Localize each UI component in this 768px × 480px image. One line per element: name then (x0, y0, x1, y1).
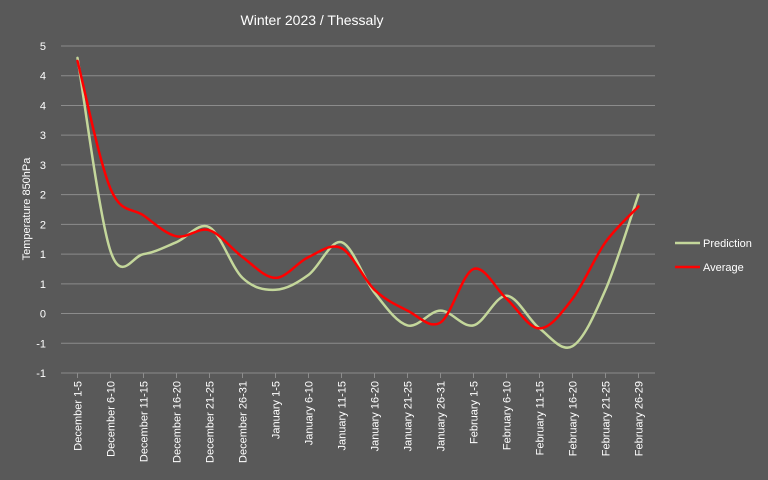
y-tick-label: 4 (40, 71, 46, 83)
legend-label: Prediction (703, 238, 752, 250)
y-tick-label: 1 (40, 279, 46, 291)
y-tick-label: 4 (40, 100, 46, 112)
gridlines (61, 45, 655, 374)
x-tick-label: January 26-31 (436, 381, 448, 451)
series-group (76, 56, 640, 349)
y-tick-label: 1 (40, 249, 46, 261)
y-tick-label: 3 (40, 160, 46, 172)
y-axis-ticks: -1 -1 0 1 1 2 2 3 3 4 4 5 (36, 41, 46, 380)
x-tick-label: January 6-10 (304, 381, 316, 445)
x-axis-ticks: December 1-5 December 6-10 December 11-15 D… (73, 373, 646, 463)
x-tick-label: December 11-15 (139, 381, 151, 462)
y-axis-title: Temperature 850hPa (21, 157, 33, 261)
x-tick-label: February 16-20 (568, 381, 580, 456)
y-tick-label: 5 (40, 41, 46, 53)
y-tick-label: 0 (40, 309, 46, 321)
x-tick-label: December 21-25 (205, 381, 217, 463)
x-tick-label: February 6-10 (502, 381, 514, 450)
y-tick-label: 2 (40, 190, 46, 202)
y-tick-label: 2 (40, 219, 46, 231)
legend-label: Average (703, 262, 744, 274)
x-tick-label: December 16-20 (172, 381, 184, 463)
y-tick-label: 3 (40, 130, 46, 142)
series-line-prediction (76, 56, 640, 349)
x-tick-label: December 26-31 (238, 381, 250, 463)
series-line-average (76, 59, 640, 330)
x-tick-label: January 1-5 (271, 381, 283, 439)
x-tick-label: February 26-29 (634, 381, 646, 456)
y-tick-label: -1 (36, 338, 46, 350)
x-tick-label: February 21-25 (601, 381, 613, 456)
chart-title: Winter 2023 / Thessaly (241, 12, 384, 28)
x-tick-label: February 1-5 (469, 381, 481, 444)
x-tick-label: January 16-20 (370, 381, 382, 451)
legend: Prediction Average (675, 238, 752, 274)
x-tick-label: December 6-10 (106, 381, 118, 457)
x-tick-label: January 11-15 (337, 381, 349, 451)
x-tick-label: January 21-25 (403, 381, 415, 451)
y-tick-label: -1 (36, 368, 46, 380)
x-tick-label: December 1-5 (73, 381, 85, 451)
x-tick-label: February 11-15 (535, 381, 547, 455)
